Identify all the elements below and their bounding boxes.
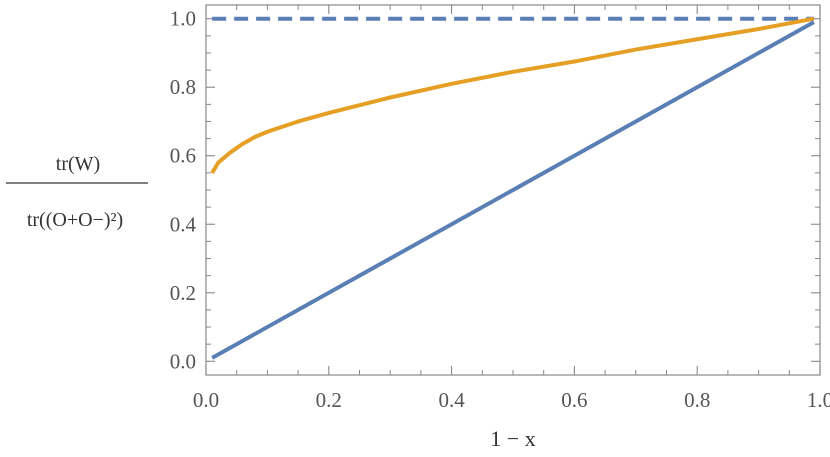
- y-tick-label: 0.0: [170, 349, 196, 373]
- y-tick-label: 0.6: [170, 144, 196, 168]
- orange-curve: [210, 16, 815, 174]
- y-tick-label: 0.2: [170, 281, 196, 305]
- x-tick-label: 0.4: [438, 388, 465, 412]
- y-axis-label: tr(W) tr((O+O−)²): [6, 153, 148, 231]
- y-axis-label-denominator: tr((O+O−)²): [27, 209, 123, 231]
- x-tick-label: 0.2: [316, 388, 342, 412]
- series-layer: [210, 16, 815, 360]
- x-axis-label: 1 − x: [490, 426, 535, 451]
- axis-ticks: [205, 5, 821, 375]
- x-tick-label: 1.0: [807, 388, 830, 412]
- y-axis-label-numerator: tr(W): [56, 153, 100, 175]
- y-tick-label: 0.8: [170, 75, 196, 99]
- y-tick-label: 0.4: [170, 212, 197, 236]
- y-tick-label: 1.0: [170, 7, 196, 31]
- x-tick-label: 0.8: [684, 388, 710, 412]
- x-tick-label: 0.0: [193, 388, 219, 412]
- x-tick-label: 0.6: [561, 388, 587, 412]
- tick-labels: 0.0 0.2 0.4 0.6 0.8 1.0 0.0 0.2 0.4 0.6 0.8 1.0: [170, 7, 830, 412]
- blue-diagonal-line: [211, 20, 815, 360]
